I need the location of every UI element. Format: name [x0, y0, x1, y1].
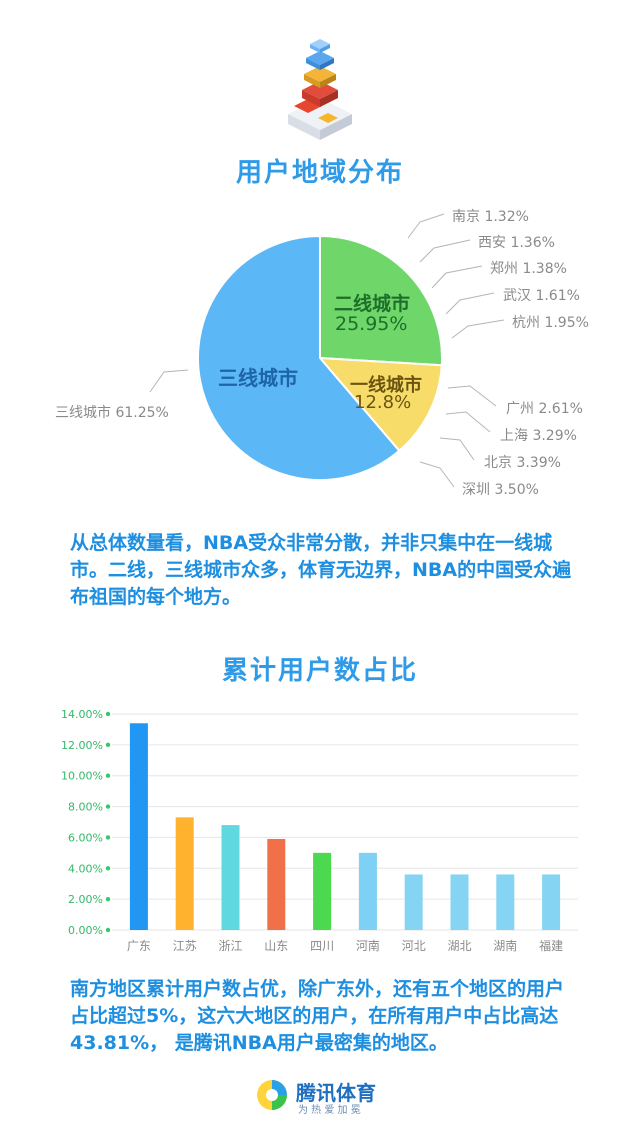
bar — [267, 838, 286, 930]
y-tick-label: 6.00% — [68, 831, 103, 844]
y-tick-label: 2.00% — [68, 893, 103, 906]
x-tick-label: 广东 — [127, 939, 151, 953]
logo-name: 腾讯体育 — [296, 1081, 376, 1105]
pie-callout-label: 上海 3.29% — [500, 428, 577, 444]
y-tick-label: 0.00% — [68, 924, 103, 937]
pie-slice-value: 25.95% — [335, 313, 408, 335]
pie-callout-label: 武汉 1.61% — [503, 288, 580, 304]
pie-slice — [317, 356, 443, 453]
section-title-share: 累计用户数占比 — [221, 656, 418, 686]
bar — [542, 874, 561, 930]
y-tick-dot — [105, 866, 111, 871]
pie-slice-label: 二线城市 — [334, 293, 411, 315]
bar — [496, 874, 515, 930]
pie-callout-label: 南京 1.32% — [452, 209, 529, 225]
x-tick-label: 福建 — [539, 938, 563, 953]
pie-slice-value: 12.8% — [354, 392, 412, 413]
bar — [404, 874, 423, 930]
y-tick-dot — [105, 835, 111, 840]
pie-leader-line — [407, 213, 445, 239]
y-tick-dot — [105, 896, 111, 902]
x-tick-label: 山东 — [264, 939, 288, 953]
share-summary-paragraph: 南方地区累计用户数占优，除广东外，还有五个地区的用户占比超过5%，这六大地区的用… — [70, 978, 565, 1054]
pie-callout-label: 郑州 1.38% — [490, 261, 567, 277]
bar — [129, 723, 148, 930]
y-tick-dot — [105, 742, 111, 748]
pie-leader-line — [149, 369, 189, 393]
bar — [175, 817, 194, 930]
bar — [450, 874, 469, 930]
pie-leader-line — [439, 437, 475, 461]
bar — [358, 852, 377, 930]
bar — [313, 852, 332, 930]
pie-callout-label: 广州 2.61% — [506, 401, 583, 417]
x-tick-label: 河北 — [402, 939, 426, 953]
pie-callout-label: 深圳 3.50% — [462, 482, 539, 498]
data-blocks-icon — [288, 39, 352, 140]
pie-outside-label: 三线城市 61.25% — [55, 405, 169, 421]
x-tick-label: 河南 — [356, 938, 380, 953]
pie-callout-label: 杭州 1.95% — [512, 315, 589, 331]
bar — [221, 825, 240, 930]
pie-slice-label: 三线城市 — [218, 366, 298, 390]
logo-slogan: 为 热 爱 加 冕 — [298, 1105, 361, 1116]
y-tick-dot — [105, 927, 111, 933]
y-tick-label: 8.00% — [68, 801, 103, 814]
pie-leader-line — [445, 292, 495, 315]
pie-leader-line — [445, 411, 491, 433]
section-title-region: 用户地域分布 — [235, 158, 404, 188]
x-tick-label: 江苏 — [173, 939, 197, 953]
pie-slice — [319, 234, 443, 367]
pie-leader-line — [419, 239, 471, 263]
y-tick-dot — [105, 804, 111, 809]
x-tick-label: 浙江 — [218, 939, 242, 953]
pie-leader-line — [419, 461, 455, 488]
pie-slice — [197, 234, 401, 481]
y-tick-label: 12.00% — [61, 739, 103, 752]
x-tick-label: 湖北 — [447, 938, 471, 953]
tencent-sports-logo-icon — [257, 1080, 287, 1110]
pie-callout-label: 北京 3.39% — [484, 455, 561, 471]
pie-leader-line — [447, 385, 497, 407]
y-tick-label: 4.00% — [68, 862, 103, 875]
pie-slice-label: 一线城市 — [350, 375, 422, 396]
pie-callout-label: 西安 1.36% — [478, 235, 555, 251]
y-tick-dot — [105, 711, 111, 717]
x-tick-label: 湖南 — [493, 938, 517, 953]
pie-leader-line — [451, 319, 505, 339]
region-summary-paragraph: 从总体数量看，NBA受众非常分散，并非只集中在一线城市。二线，三线城市众多，体育… — [70, 532, 572, 608]
bar-chart: 0.00% 2.00% 4.00% 6.00% 8.00% 10.00% 12.00% 14.… — [61, 708, 578, 953]
y-tick-label: 10.00% — [61, 770, 103, 783]
pie-chart — [149, 213, 505, 488]
x-tick-label: 四川 — [310, 939, 334, 953]
y-tick-dot — [105, 773, 111, 778]
y-tick-label: 14.00% — [61, 708, 103, 721]
pie-leader-line — [431, 265, 483, 289]
